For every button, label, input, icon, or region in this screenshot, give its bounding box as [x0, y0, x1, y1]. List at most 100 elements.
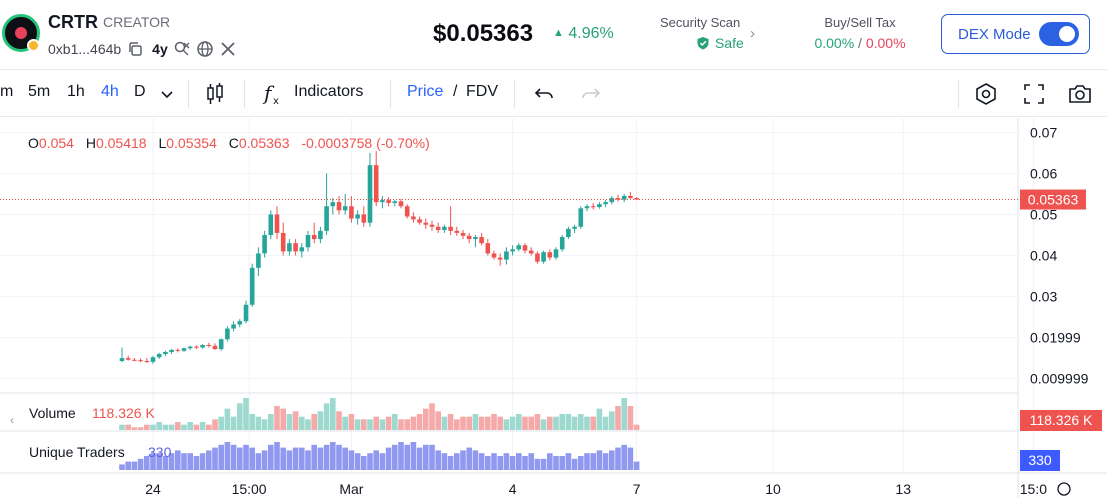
- volume-bar: [206, 424, 212, 430]
- interval-m[interactable]: m: [0, 83, 14, 100]
- volume-bar: [509, 416, 516, 430]
- volume-bar: [534, 414, 541, 430]
- time-tick-label: 13: [895, 481, 911, 497]
- candle-body: [212, 345, 218, 350]
- candle-body: [200, 344, 205, 348]
- candle-body: [305, 234, 311, 248]
- fullscreen-icon[interactable]: [1021, 81, 1047, 107]
- interval-5m[interactable]: 5m: [28, 83, 51, 100]
- candle-body: [442, 226, 447, 231]
- security-scan-button[interactable]: Security Scan Safe: [660, 15, 760, 51]
- traders-bar: [243, 444, 249, 470]
- traders-bar: [144, 456, 150, 470]
- time-tick-label: 4: [509, 481, 517, 497]
- candle-body: [504, 251, 509, 260]
- candle-body: [361, 214, 367, 223]
- candle-body: [324, 206, 329, 231]
- chart-area[interactable]: 0.05363 0.07 0.06 0.05 0.04 0.03 0.01999 0.009…: [0, 118, 1107, 498]
- traders-bar: [633, 461, 640, 470]
- traders-bar: [224, 442, 231, 470]
- token-meta-row: 0xb1...464b 4y: [48, 39, 237, 59]
- volume-bar: [323, 403, 330, 430]
- volume-bar: [441, 416, 448, 430]
- traders-bar: [348, 450, 355, 470]
- volume-bar: [478, 416, 485, 430]
- time-tick-label: 15:0: [1020, 481, 1047, 497]
- redo-icon[interactable]: [578, 81, 604, 107]
- price-toggle[interactable]: Price: [407, 83, 444, 100]
- traders-bar: [398, 442, 404, 470]
- candle-body: [454, 230, 460, 233]
- candle-body: [497, 257, 503, 260]
- ohlc-open-label: O: [28, 135, 39, 151]
- volume-bar: [416, 414, 423, 430]
- traders-bar: [615, 447, 621, 470]
- volume-bar: [553, 416, 559, 430]
- candle-body: [479, 237, 484, 244]
- interval-1h[interactable]: 1h: [67, 83, 85, 100]
- copy-icon[interactable]: [126, 40, 144, 58]
- price-tick-label: 0.06: [1030, 165, 1057, 181]
- volume-bar: [218, 416, 224, 430]
- volume-bar: [596, 408, 603, 430]
- interval-d[interactable]: D: [134, 83, 146, 100]
- traders-bar: [274, 442, 280, 470]
- price-chart[interactable]: 0.05363 0.07 0.06 0.05 0.04 0.03 0.01999 0.009…: [0, 118, 1107, 498]
- undo-icon[interactable]: [531, 81, 557, 107]
- globe-icon[interactable]: [196, 40, 214, 58]
- candle-type-icon[interactable]: [202, 81, 228, 107]
- traders-bar: [206, 450, 212, 470]
- x-twitter-icon[interactable]: [219, 40, 237, 58]
- volume-bar: [447, 414, 454, 430]
- candle-body: [392, 201, 398, 203]
- chevron-down-icon[interactable]: [158, 85, 176, 103]
- sell-tax: 0.00%: [865, 35, 906, 51]
- search-x-icon[interactable]: [173, 40, 191, 58]
- current-price: $0.05363: [433, 20, 534, 47]
- traders-bar: [516, 453, 522, 470]
- dex-mode-button[interactable]: DEX Mode: [941, 14, 1090, 54]
- volume-value: 118.326 K: [92, 405, 155, 421]
- traders-bar: [323, 444, 330, 470]
- price-tick-label: 0.03: [1030, 289, 1057, 305]
- volume-bar: [230, 416, 237, 430]
- candle-body: [175, 349, 181, 351]
- volume-value-tag-text: 118.326 K: [1030, 412, 1093, 428]
- volume-bar: [491, 414, 497, 430]
- token-age: 4y: [152, 41, 168, 57]
- traders-bar: [367, 453, 373, 470]
- volume-bar: [367, 419, 373, 430]
- volume-bar: [144, 424, 150, 430]
- volume-bar: [392, 414, 398, 430]
- volume-bar: [485, 416, 491, 430]
- dex-mode-toggle[interactable]: [1039, 22, 1079, 46]
- candle-body: [218, 339, 224, 350]
- last-price-tag-text: 0.05363: [1028, 192, 1079, 208]
- settings-hexagon-icon[interactable]: [973, 81, 999, 107]
- collapse-chevron-icon[interactable]: ‹: [10, 413, 14, 427]
- toolbar-divider: [514, 80, 515, 108]
- volume-bar: [621, 398, 627, 430]
- candle-body: [243, 304, 249, 322]
- volume-bar: [255, 416, 262, 430]
- traders-bar: [286, 450, 293, 470]
- candle-body: [156, 354, 162, 358]
- volume-bar: [199, 422, 206, 430]
- volume-bar: [181, 424, 187, 430]
- traders-value: 330: [148, 444, 172, 460]
- camera-icon[interactable]: [1067, 81, 1093, 107]
- contract-address: 0xb1...464b: [48, 41, 122, 57]
- candle-body: [299, 247, 305, 252]
- traders-bar: [342, 447, 348, 470]
- chart-settings-icon[interactable]: [1057, 482, 1071, 496]
- candle-body: [516, 245, 522, 250]
- traders-bar: [305, 450, 311, 470]
- candle-body: [144, 360, 150, 362]
- candle-body: [293, 243, 298, 252]
- fdv-toggle[interactable]: FDV: [466, 83, 498, 100]
- chevron-right-icon[interactable]: ›: [750, 25, 755, 42]
- interval-4h[interactable]: 4h: [101, 83, 119, 100]
- volume-bar: [385, 416, 392, 430]
- traders-bar: [472, 450, 479, 470]
